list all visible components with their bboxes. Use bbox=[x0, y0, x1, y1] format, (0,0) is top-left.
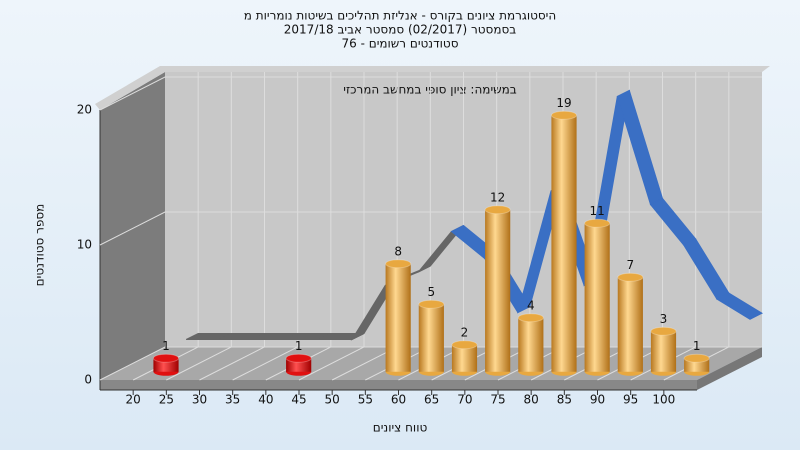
x-tick-label: 25 bbox=[159, 393, 174, 407]
x-tick-label: 50 bbox=[325, 393, 340, 407]
x-tick-label: 45 bbox=[291, 393, 306, 407]
x-tick-label: 95 bbox=[623, 393, 638, 407]
title: סטודנטים רשומים - 76 bbox=[341, 37, 458, 51]
y-tick-label: 10 bbox=[77, 238, 92, 252]
bar bbox=[617, 277, 643, 372]
grid-line bbox=[166, 72, 232, 381]
data-label: 2 bbox=[461, 325, 469, 339]
x-tick-label: 85 bbox=[557, 393, 572, 407]
fit-curve bbox=[715, 292, 764, 320]
x-tick-label: 55 bbox=[358, 393, 373, 407]
floor-edge bbox=[697, 347, 762, 390]
x-tick-label: 90 bbox=[590, 393, 605, 407]
x-tick-label: 70 bbox=[457, 393, 472, 407]
x-tick-label: 60 bbox=[391, 393, 406, 407]
bar-top bbox=[584, 218, 611, 228]
bar-top bbox=[285, 353, 312, 363]
y-tick-label: 20 bbox=[77, 103, 92, 117]
bar-top bbox=[683, 353, 710, 363]
bar bbox=[385, 263, 411, 372]
bar-top bbox=[451, 340, 478, 350]
data-label: 1 bbox=[693, 339, 701, 353]
x-tick-label: 35 bbox=[225, 393, 240, 407]
bar-top bbox=[550, 110, 578, 120]
data-label: 7 bbox=[627, 258, 635, 272]
bar-top bbox=[617, 272, 644, 282]
bar bbox=[650, 331, 677, 372]
top-rim bbox=[95, 66, 770, 110]
bar-top bbox=[418, 299, 445, 309]
bar-top bbox=[517, 313, 544, 323]
x-tick-label: 80 bbox=[524, 393, 539, 407]
data-label: 3 bbox=[660, 312, 668, 326]
data-label: 11 bbox=[590, 204, 605, 218]
y-axis-label: מספר סטודנטים bbox=[33, 204, 47, 287]
title: היסטוגרמת ציונים בקורס - אנליזת תהליכים … bbox=[244, 9, 556, 23]
data-label: 12 bbox=[490, 190, 505, 204]
bar bbox=[551, 115, 577, 372]
bar-top bbox=[484, 205, 511, 215]
x-tick-label: 100 bbox=[652, 393, 675, 407]
bar bbox=[584, 223, 610, 372]
x-tick-label: 20 bbox=[126, 393, 141, 407]
bar-top bbox=[385, 259, 412, 269]
data-label: 1 bbox=[162, 339, 170, 353]
x-tick-label: 30 bbox=[192, 393, 207, 407]
x-tick-label: 65 bbox=[424, 393, 439, 407]
bar bbox=[485, 209, 511, 372]
grid-line bbox=[199, 72, 265, 381]
grid-line bbox=[232, 72, 299, 381]
bar bbox=[451, 344, 478, 372]
grid-line bbox=[298, 72, 365, 381]
data-label: 4 bbox=[527, 298, 535, 312]
bar bbox=[418, 304, 444, 372]
side-wall bbox=[100, 72, 165, 380]
x-tick-label: 75 bbox=[490, 393, 505, 407]
data-label: 1 bbox=[295, 339, 303, 353]
bar-top bbox=[650, 326, 677, 336]
x-tick-label: 40 bbox=[258, 393, 273, 407]
data-label: 8 bbox=[394, 244, 402, 258]
bar-top bbox=[152, 353, 180, 363]
data-label: 19 bbox=[556, 96, 571, 110]
x-axis-label: טווח ציונים bbox=[373, 421, 428, 435]
title: בסמסטר (02/2017) סמסטר אביב 2017/18 bbox=[284, 23, 516, 37]
data-label: 5 bbox=[428, 285, 436, 299]
floor-edge bbox=[100, 380, 697, 390]
bar bbox=[518, 317, 544, 372]
y-tick-label: 0 bbox=[84, 373, 92, 387]
